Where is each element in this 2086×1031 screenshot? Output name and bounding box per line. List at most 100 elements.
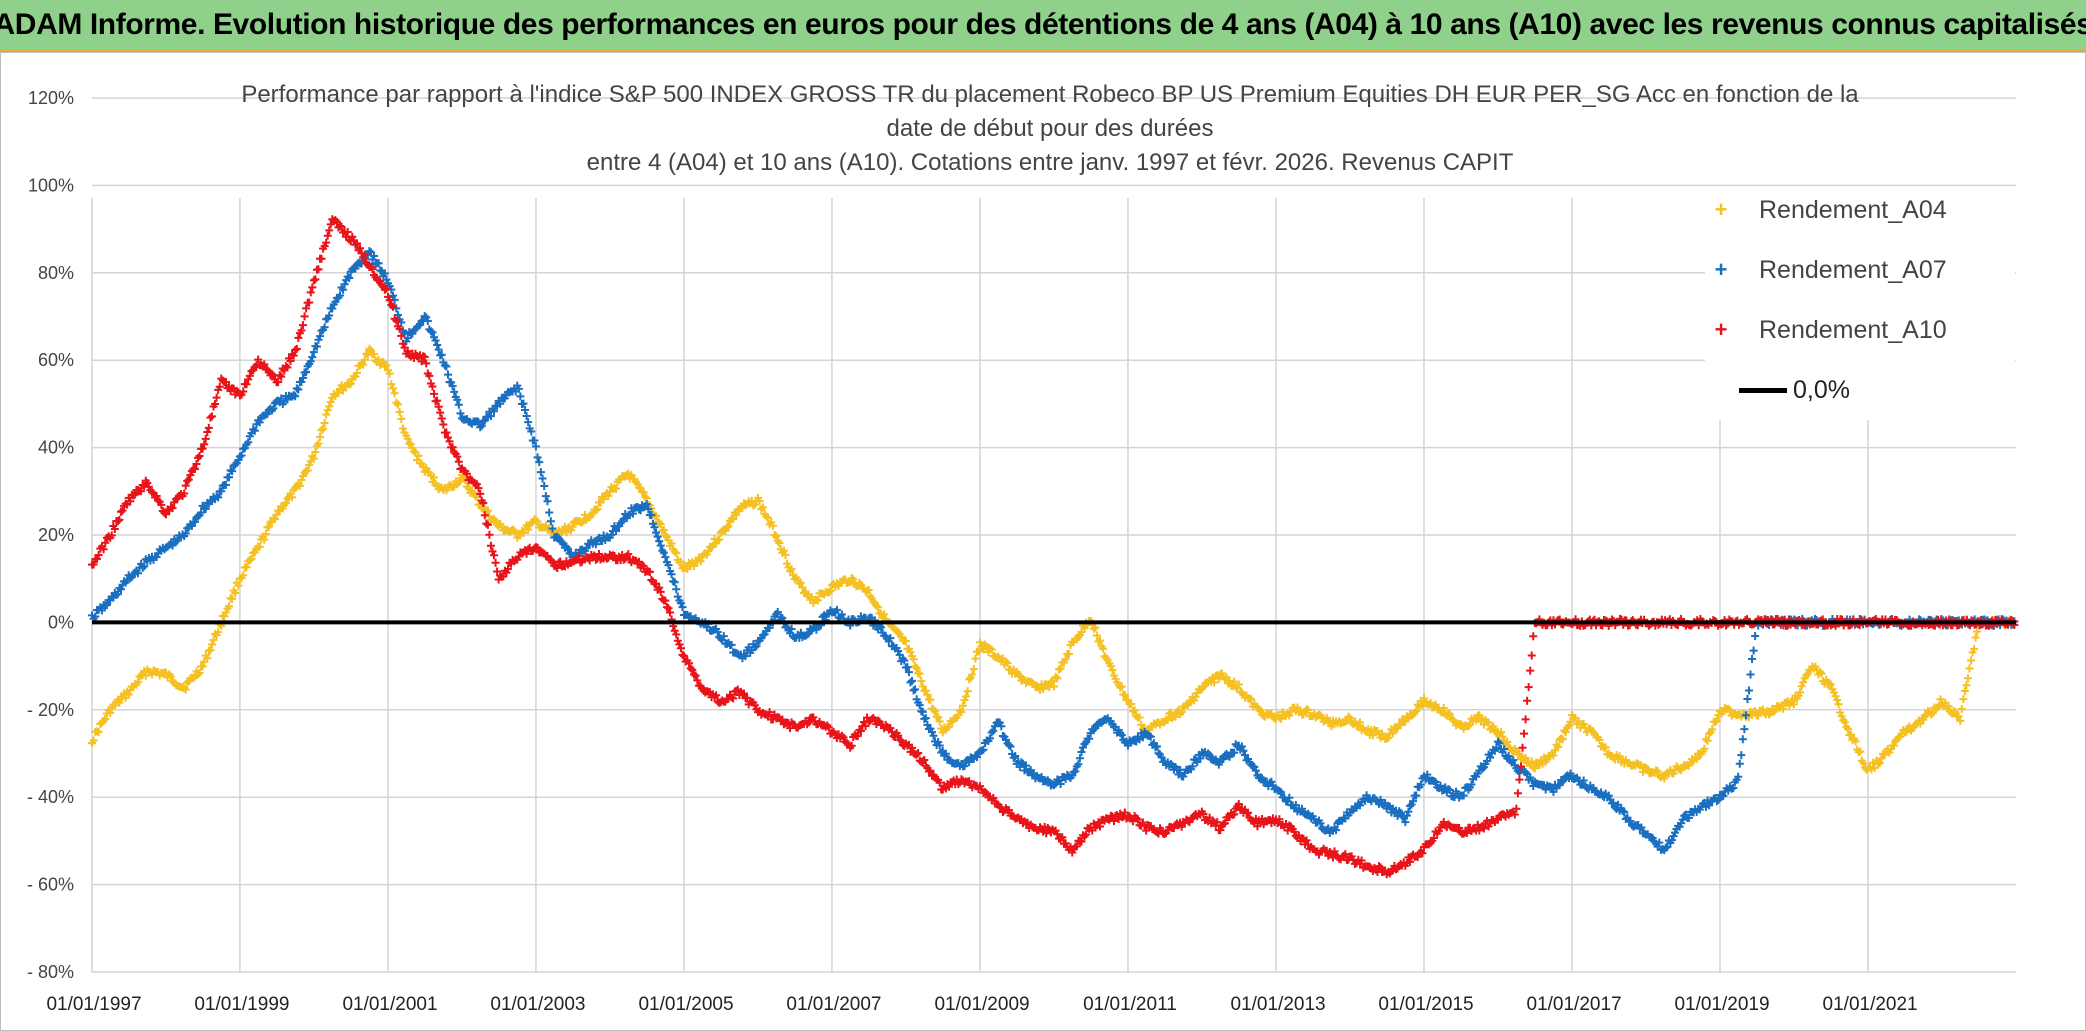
- data-point: [1712, 716, 1721, 725]
- y-tick-label: 100%: [28, 175, 74, 195]
- data-point: [359, 360, 368, 369]
- data-point: [298, 373, 307, 382]
- data-point: [921, 686, 930, 695]
- data-point: [180, 489, 189, 498]
- data-point: [1518, 743, 1527, 752]
- data-point: [1729, 783, 1738, 792]
- x-tick-label: 01/01/2009: [934, 994, 1029, 1015]
- data-point: [533, 543, 542, 552]
- data-point: [755, 497, 764, 506]
- data-point: [445, 437, 454, 446]
- data-point: [908, 743, 917, 752]
- data-point: [101, 714, 110, 723]
- data-point: [374, 259, 383, 268]
- data-point: [624, 550, 633, 559]
- data-point: [1412, 791, 1421, 800]
- data-point: [989, 726, 998, 735]
- data-point: [124, 690, 133, 699]
- data-point: [1388, 729, 1397, 738]
- data-point: [906, 647, 915, 656]
- data-point: [655, 583, 664, 592]
- data-point: [673, 592, 682, 601]
- data-point: [430, 389, 439, 398]
- data-point: [1330, 847, 1339, 856]
- data-point: [522, 549, 531, 558]
- data-point: [305, 298, 314, 307]
- data-point: [360, 355, 369, 364]
- data-point: [1740, 725, 1749, 734]
- data-point: [168, 541, 177, 550]
- data-point: [1239, 746, 1248, 755]
- data-point: [456, 409, 465, 418]
- data-point: [1429, 834, 1438, 843]
- data-point: [763, 514, 772, 523]
- data-point: [1959, 695, 1968, 704]
- data-point: [1171, 712, 1180, 721]
- data-point: [471, 491, 480, 500]
- data-point: [1409, 797, 1418, 806]
- data-point: [308, 353, 317, 362]
- y-tick-label: 80%: [38, 263, 74, 283]
- data-point: [960, 762, 969, 771]
- data-point: [133, 678, 142, 687]
- data-point: [1735, 759, 1744, 768]
- data-point: [1702, 735, 1710, 744]
- legend-item-a10: + Rendement_A10: [1705, 310, 1947, 350]
- data-point: [1520, 729, 1529, 738]
- data-point: [1503, 737, 1512, 746]
- data-point: [908, 676, 917, 685]
- data-point: [221, 480, 230, 489]
- data-point: [1515, 749, 1524, 758]
- data-point: [1516, 762, 1525, 771]
- data-point: [1951, 708, 1960, 717]
- data-point: [1225, 752, 1234, 761]
- data-point: [712, 691, 721, 700]
- data-point: [639, 488, 648, 497]
- data-point: [917, 677, 926, 686]
- data-point: [1521, 715, 1530, 724]
- data-point: [264, 522, 273, 531]
- data-point: [286, 356, 295, 365]
- data-point: [203, 654, 212, 663]
- data-point: [644, 505, 653, 514]
- data-point: [1928, 709, 1937, 718]
- data-point: [985, 734, 994, 743]
- data-point: [1395, 807, 1404, 816]
- data-point: [1653, 767, 1662, 776]
- data-point: [97, 606, 106, 615]
- data-point: [1741, 711, 1750, 720]
- data-point: [1237, 742, 1246, 751]
- data-point: [926, 695, 935, 704]
- data-point: [1486, 753, 1495, 762]
- data-point: [1058, 833, 1067, 842]
- data-point: [152, 492, 161, 501]
- data-point: [1711, 717, 1720, 726]
- data-point: [283, 494, 292, 503]
- data-point: [915, 701, 924, 710]
- data-point: [1655, 838, 1664, 847]
- data-point: [1684, 813, 1693, 822]
- data-point: [206, 646, 215, 655]
- x-tick-label: 01/01/2003: [490, 994, 585, 1015]
- data-point: [1003, 659, 1012, 668]
- data-point: [758, 503, 767, 512]
- data-point: [920, 756, 929, 765]
- data-point: [448, 443, 457, 452]
- data-point: [963, 687, 972, 696]
- data-point: [1579, 720, 1588, 729]
- data-point: [420, 312, 429, 321]
- data-point: [325, 311, 334, 320]
- data-point: [116, 507, 125, 516]
- data-point: [422, 359, 431, 368]
- data-point: [154, 496, 163, 505]
- data-point: [214, 493, 223, 502]
- data-point: [488, 547, 497, 556]
- data-point: [298, 321, 307, 330]
- data-point: [1402, 811, 1411, 820]
- data-point: [1120, 690, 1129, 699]
- data-point: [426, 327, 435, 336]
- data-point: [326, 397, 335, 406]
- data-point: [1965, 664, 1974, 673]
- data-point: [1700, 744, 1709, 753]
- data-point: [133, 569, 142, 578]
